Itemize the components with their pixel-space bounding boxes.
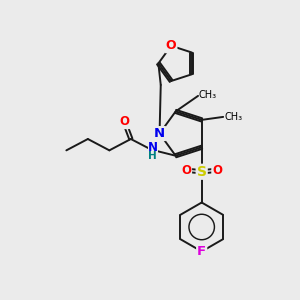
Text: N: N — [154, 127, 165, 140]
Text: CH₃: CH₃ — [199, 90, 217, 100]
Text: S: S — [197, 165, 207, 179]
Text: O: O — [212, 164, 222, 177]
Text: F: F — [197, 245, 206, 258]
Text: N: N — [148, 142, 158, 154]
Text: O: O — [166, 39, 176, 52]
Text: O: O — [181, 164, 191, 177]
Text: H: H — [148, 151, 157, 161]
Text: CH₃: CH₃ — [224, 112, 242, 122]
Text: O: O — [119, 115, 129, 128]
